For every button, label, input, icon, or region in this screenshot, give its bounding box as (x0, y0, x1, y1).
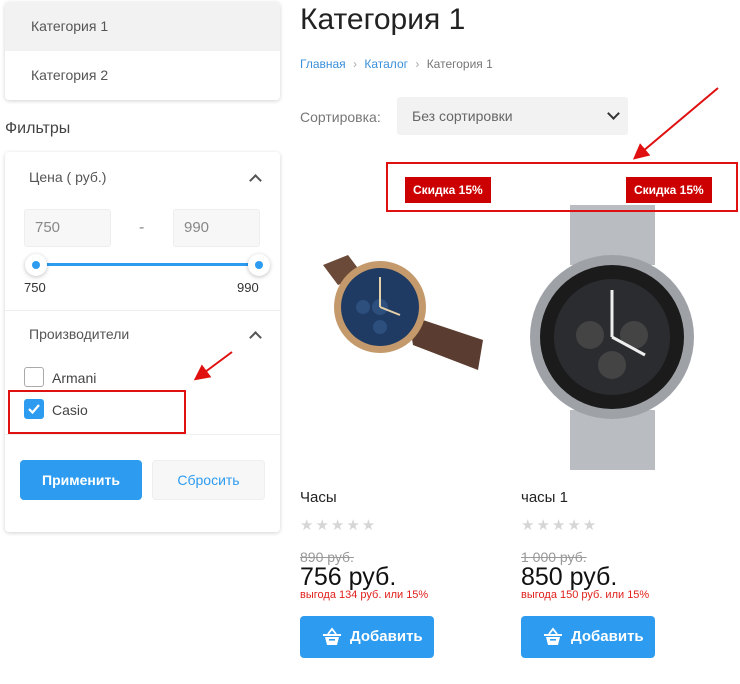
price-slider-track[interactable] (36, 263, 259, 266)
arrow-icon (632, 87, 719, 160)
divider (5, 434, 280, 435)
old-price: 890 руб. (300, 549, 354, 565)
filters-title: Фильтры (5, 120, 71, 137)
add-label: Добавить (350, 628, 423, 645)
divider (5, 310, 280, 311)
product-name[interactable]: Часы (300, 489, 337, 506)
rating-stars[interactable]: ★★★★★ (300, 517, 378, 534)
price-slider-max-handle[interactable] (248, 254, 270, 276)
checkbox-casio[interactable] (24, 399, 44, 419)
add-label: Добавить (571, 628, 644, 645)
breadcrumb-home[interactable]: Главная (300, 57, 346, 71)
price-max-input[interactable]: 990 (173, 209, 260, 247)
price: 756 руб. (300, 563, 397, 591)
price-separator: - (139, 219, 145, 236)
breadcrumb-catalog[interactable]: Каталог (364, 57, 408, 71)
discount-badge: Скидка 15% (405, 177, 491, 203)
rating-stars[interactable]: ★★★★★ (521, 517, 599, 534)
saving-text: выгода 150 руб. или 15% (521, 589, 650, 601)
brand-label-casio[interactable]: Casio (52, 402, 88, 418)
add-to-cart-button[interactable]: Добавить (300, 616, 434, 658)
annotation-box-casio (8, 390, 186, 434)
old-price: 1 000 руб. (521, 549, 587, 565)
product-name[interactable]: часы 1 (521, 489, 568, 506)
price: 850 руб. (521, 563, 618, 591)
annotation-box-badges (386, 162, 738, 212)
check-icon (28, 404, 40, 415)
brands-filter-title: Производители (29, 326, 130, 342)
price-filter-title: Цена ( руб.) (29, 169, 107, 185)
price-min-label: 750 (24, 280, 46, 295)
product-image-watch-2[interactable] (525, 205, 700, 470)
checkbox-armani[interactable] (24, 367, 44, 387)
price-min-input[interactable]: 750 (24, 209, 111, 247)
product-image-watch-1[interactable] (318, 245, 488, 380)
chevron-right-icon: › (353, 57, 358, 71)
arrow-icon (193, 351, 233, 381)
price-max-label: 990 (237, 280, 259, 295)
page-title: Категория 1 (300, 3, 466, 36)
sort-label: Сортировка: (300, 109, 381, 125)
breadcrumb: Главная › Каталог › Категория 1 (300, 57, 493, 71)
price-slider-min-handle[interactable] (25, 254, 47, 276)
category-item-1[interactable]: Категория 1 (5, 2, 280, 51)
saving-text: выгода 134 руб. или 15% (300, 589, 429, 601)
discount-badge: Скидка 15% (626, 177, 712, 203)
reset-button[interactable]: Сбросить (152, 460, 265, 500)
breadcrumb-current: Категория 1 (426, 57, 493, 71)
apply-button[interactable]: Применить (20, 460, 142, 500)
category-list: Категория 1 Категория 2 (5, 2, 280, 100)
chevron-right-icon: › (415, 57, 420, 71)
filters-panel: Цена ( руб.) 750 - 990 750 990 Производи… (5, 152, 280, 532)
brand-label-armani[interactable]: Armani (52, 370, 97, 386)
sort-select[interactable]: Без сортировки (397, 97, 628, 135)
basket-icon (544, 627, 562, 645)
category-item-2[interactable]: Категория 2 (31, 67, 109, 83)
basket-icon (323, 627, 341, 645)
add-to-cart-button[interactable]: Добавить (521, 616, 655, 658)
sort-value: Без сортировки (412, 108, 513, 124)
